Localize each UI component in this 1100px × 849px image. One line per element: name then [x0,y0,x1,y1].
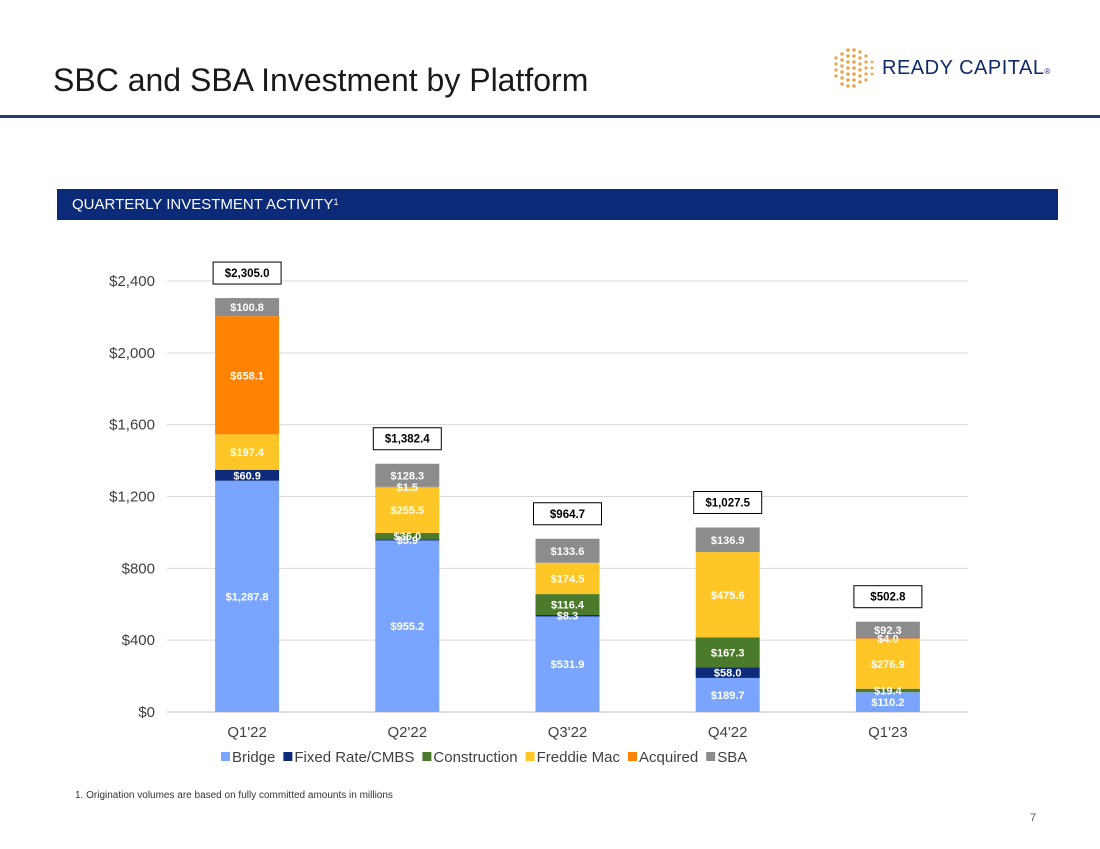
bar-segment [375,539,440,541]
bar-segment [695,527,760,553]
x-tick-label: Q4'22 [708,724,748,741]
data-label: $36.0 [394,531,422,543]
section-label: QUARTERLY INVESTMENT ACTIVITY [72,196,334,213]
x-tick-label: Q3'22 [548,724,588,741]
total-box [372,427,442,451]
data-label: $116.4 [551,600,585,612]
y-tick-label: $1,200 [109,489,155,506]
bar-segment [215,480,280,712]
bar-segment [855,692,920,712]
company-logo: READY CAPITAL® [828,44,1051,92]
x-tick-label: Q1'23 [868,724,908,741]
section-banner: QUARTERLY INVESTMENT ACTIVITY 1 [57,189,1058,220]
bar-segment [375,463,440,487]
legend-swatch [706,752,716,761]
data-label: $92.3 [874,625,902,637]
page-title: SBC and SBA Investment by Platform [53,62,589,98]
x-tick-label: Q2'22 [388,724,428,741]
data-label: $1,287.8 [226,591,269,603]
data-label: $8.3 [557,611,578,623]
data-label: $4.0 [877,634,898,646]
data-label: $58.0 [714,668,742,680]
bar-segment [695,552,760,638]
data-label: $19.4 [874,685,902,697]
legend-label: Freddie Mac [537,749,621,766]
bar-segment [855,621,920,639]
data-label: $255.5 [390,505,424,517]
total-label: $2,305.0 [225,268,270,280]
bar-segment [535,538,600,563]
bar-segment [215,469,280,481]
legend-swatch [283,752,293,761]
data-label: $167.3 [711,647,745,659]
legend-swatch [221,752,230,761]
total-label: $1,382.4 [385,434,430,446]
bar-segment [695,667,760,678]
data-label: $1.5 [397,482,418,494]
logo-registered-mark: ® [1044,66,1051,76]
legend-swatch [422,752,432,761]
bar-segment [855,688,920,693]
y-tick-label: $0 [138,704,155,721]
data-label: $60.9 [233,470,261,482]
bar-segment [695,677,760,712]
data-label: $475.6 [711,590,745,602]
data-label: $658.1 [230,370,264,382]
legend-label: SBA [717,749,747,766]
data-label: $133.6 [551,546,585,558]
legend-label: Acquired [639,749,698,766]
data-label: $110.2 [871,697,904,709]
bar-segment [375,532,440,540]
data-label: $955.2 [390,621,424,633]
y-tick-label: $400 [122,632,155,649]
bar-segment [535,616,600,712]
bar-segment [855,638,920,689]
bar-segment [215,434,280,470]
bar-segment [375,487,440,533]
y-tick-label: $2,000 [109,345,155,362]
legend-label: Fixed Rate/CMBS [294,749,414,766]
footnote: 1. Origination volumes are based on full… [75,790,393,801]
bar-segment [215,298,280,317]
legend-label: Construction [433,749,517,766]
y-tick-label: $800 [122,560,155,577]
y-tick-label: $1,600 [109,417,155,434]
data-label: $197.4 [230,447,265,459]
data-label: $174.5 [551,573,585,585]
section-footnote-ref: 1 [333,196,339,207]
logo-dots-icon [834,48,874,88]
x-tick-label: Q1'22 [227,724,267,741]
bar-segment [535,594,600,615]
total-label: $1,027.5 [705,497,750,509]
legend-swatch [525,752,535,761]
total-box [693,490,763,514]
bar-segment [695,637,760,668]
data-label: $136.9 [711,535,745,547]
total-label: $964.7 [550,509,585,521]
data-label: $531.9 [551,659,585,671]
title-divider [0,115,1100,118]
total-box [533,502,602,526]
total-label: $502.8 [870,592,906,604]
total-box [212,261,282,285]
legend-swatch [628,752,637,761]
data-label: $276.9 [871,659,905,671]
data-label: $189.7 [711,690,745,702]
bar-segment [535,614,600,617]
data-label: $100.8 [230,302,264,314]
y-tick-label: $2,400 [109,273,155,290]
page-number: 7 [1030,812,1037,824]
data-label: $5.9 [397,535,418,547]
bar-segment [215,316,280,435]
logo-text: READY CAPITAL® [882,56,1051,79]
data-label: $128.3 [390,470,424,482]
bar-segment [375,486,440,488]
total-box [853,585,923,609]
bar-segment [535,562,600,595]
bar-segment [855,638,920,639]
bar-segment [375,540,440,712]
legend-label: Bridge [232,749,275,766]
